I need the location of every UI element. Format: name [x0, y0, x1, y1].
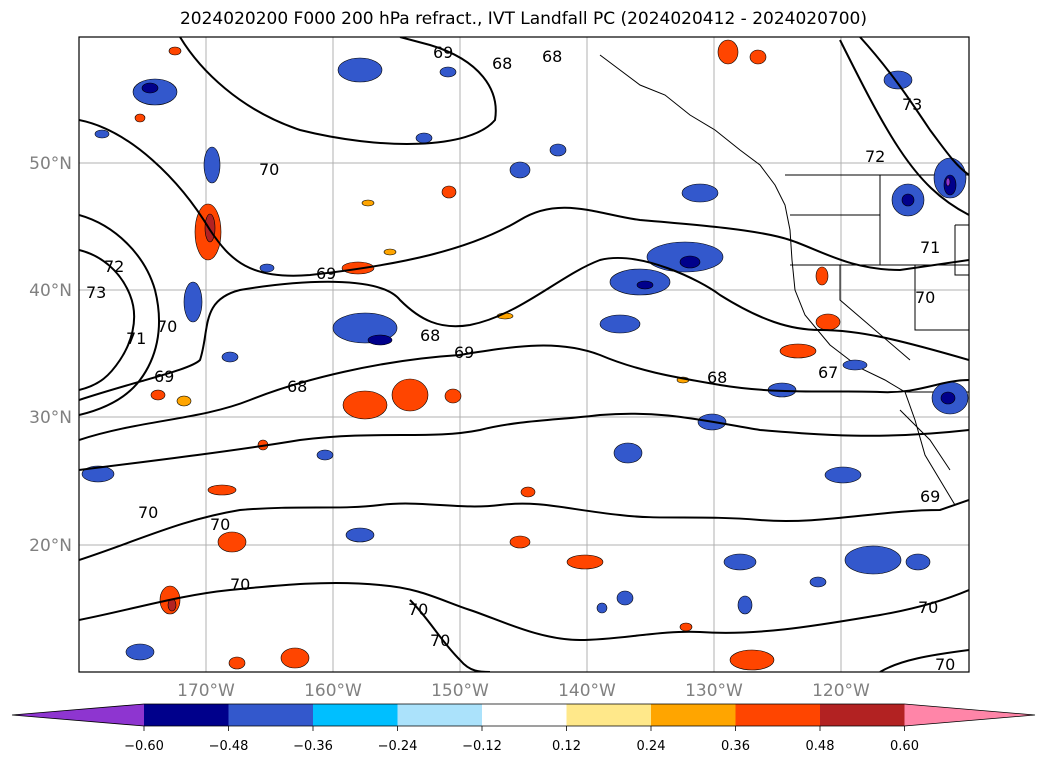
- map-background: [79, 37, 969, 672]
- colorbar-bin: [144, 704, 229, 726]
- contour-label: 69: [920, 487, 940, 506]
- contour-label: 69: [316, 264, 336, 283]
- colorbar-tick-label: 0.60: [890, 739, 919, 754]
- contour-label: 72: [104, 257, 124, 276]
- colorbar-tick-label: −0.60: [124, 739, 164, 754]
- contour-label: 68: [492, 54, 512, 73]
- contour-label: 70: [157, 317, 177, 336]
- lon-label: 170°W: [177, 681, 235, 701]
- contour-label: 73: [86, 283, 106, 302]
- contour-label: 70: [430, 631, 450, 650]
- colorbar-tick-label: −0.24: [378, 739, 418, 754]
- colorbar-bin: [566, 704, 651, 726]
- lat-label: 30°N: [29, 408, 72, 428]
- colorbar-tick-label: −0.12: [462, 739, 502, 754]
- contour-label: 70: [230, 575, 250, 594]
- contour-label: 69: [433, 43, 453, 62]
- contour-label: 68: [287, 377, 307, 396]
- contour-label: 71: [920, 238, 940, 257]
- colorbar-bin: [228, 704, 313, 726]
- contour-label: 70: [408, 600, 428, 619]
- colorbar-extend-low: [12, 704, 144, 726]
- contour-label: 68: [707, 368, 727, 387]
- colorbar: [11, 703, 1036, 727]
- lon-label: 160°W: [304, 681, 362, 701]
- colorbar-tick-labels: −0.60 −0.48 −0.36 −0.24 −0.12 0.12 0.24 …: [124, 739, 919, 754]
- colorbar-bin: [735, 704, 820, 726]
- colorbar-tick-label: 0.36: [721, 739, 750, 754]
- colorbar-bin: [482, 704, 567, 726]
- lon-label: 140°W: [558, 681, 616, 701]
- lon-label: 130°W: [685, 681, 743, 701]
- colorbar-bin: [397, 704, 482, 726]
- shaded-blobs: [81, 39, 969, 671]
- chart-title: 2024020200 F000 200 hPa refract., IVT La…: [179, 9, 867, 29]
- lon-labels: 170°W 160°W 150°W 140°W 130°W 120°W: [177, 681, 870, 701]
- colorbar-tick-label: 0.12: [552, 739, 581, 754]
- contour-label: 67: [818, 363, 838, 382]
- contour-label: 71: [126, 329, 146, 348]
- contour-label: 69: [154, 367, 174, 386]
- contour-label: 72: [865, 147, 885, 166]
- colorbar-tick-label: −0.48: [209, 739, 249, 754]
- contour-labels: 69 68 68 70 69 72 73 70 71 69 68 69 68 6…: [86, 43, 955, 674]
- colorbar-tick-label: 0.24: [637, 739, 666, 754]
- contour-label: 68: [420, 326, 440, 345]
- contour-label: 70: [210, 515, 230, 534]
- lon-label: 150°W: [431, 681, 489, 701]
- colorbar-bin: [820, 704, 905, 726]
- colorbar-ticks: [143, 726, 905, 731]
- lat-label: 40°N: [29, 281, 72, 301]
- contour-label: 69: [454, 343, 474, 362]
- colorbar-bin: [651, 704, 736, 726]
- contour-label: 70: [918, 598, 938, 617]
- map-frame: [78, 36, 970, 673]
- lat-labels: 50°N 40°N 30°N 20°N: [29, 154, 72, 556]
- contour-label: 73: [902, 95, 922, 114]
- lat-label: 20°N: [29, 536, 72, 556]
- contour-lines: [79, 37, 969, 672]
- contour-label: 68: [542, 47, 562, 66]
- contour-label: 70: [915, 288, 935, 307]
- contour-label: 70: [259, 160, 279, 179]
- colorbar-tick-label: −0.36: [293, 739, 333, 754]
- colorbar-tick-label: 0.48: [806, 739, 835, 754]
- lat-label: 50°N: [29, 154, 72, 174]
- lon-label: 120°W: [812, 681, 870, 701]
- colorbar-extend-high: [904, 704, 1035, 726]
- colorbar-bin: [313, 704, 398, 726]
- contour-label: 70: [138, 503, 158, 522]
- contour-label: 70: [935, 655, 955, 674]
